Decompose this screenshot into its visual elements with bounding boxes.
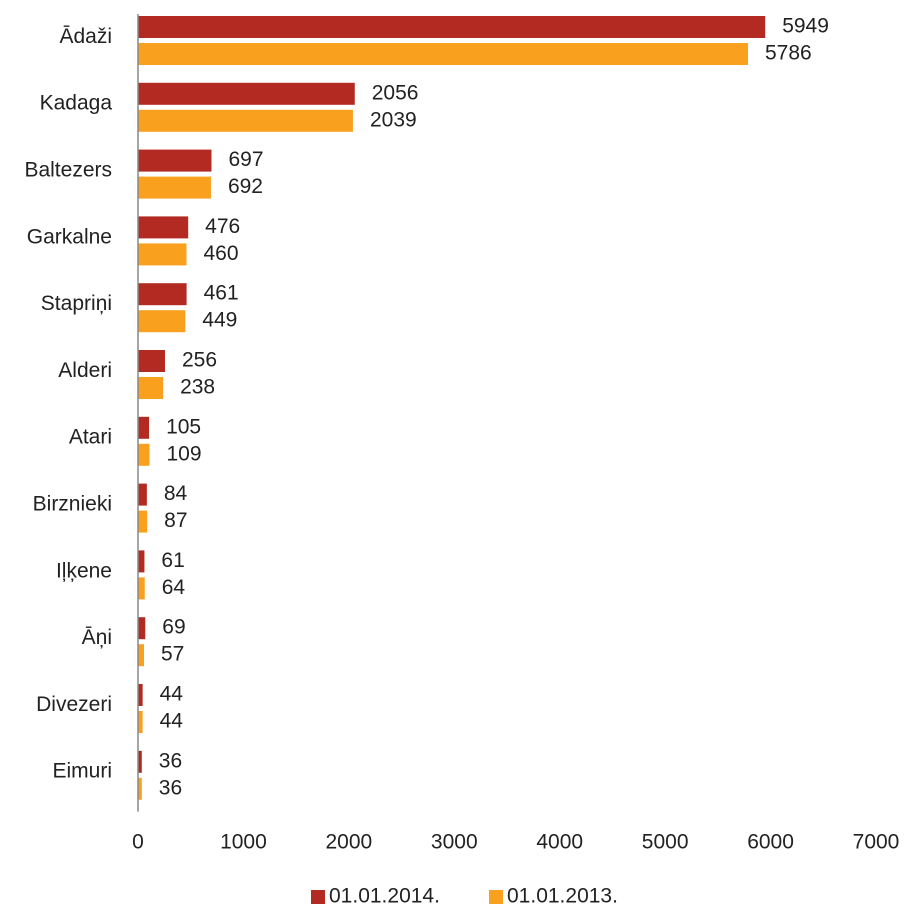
data-label: 2056 bbox=[372, 81, 419, 104]
x-tick-label: 6000 bbox=[747, 831, 794, 854]
category-label: Āņi bbox=[82, 626, 112, 649]
data-label: 238 bbox=[180, 376, 215, 399]
bar-series-2 bbox=[138, 443, 150, 466]
legend-item: 01.01.2014. bbox=[311, 885, 440, 908]
data-label: 36 bbox=[159, 749, 182, 772]
data-label: 476 bbox=[205, 215, 240, 238]
data-label: 61 bbox=[161, 549, 184, 572]
data-label: 64 bbox=[162, 576, 186, 599]
bar-series-1 bbox=[138, 483, 147, 506]
data-label: 449 bbox=[202, 309, 237, 332]
bar-series-1 bbox=[138, 350, 165, 372]
legend-swatch bbox=[489, 890, 503, 904]
bar-series-1 bbox=[138, 283, 187, 306]
bar-series-2 bbox=[138, 644, 145, 667]
category-label: Divezeri bbox=[36, 693, 112, 716]
category-label: Eimuri bbox=[52, 760, 112, 783]
legend-label: 01.01.2014. bbox=[329, 885, 440, 908]
data-label: 461 bbox=[204, 282, 239, 305]
data-label: 697 bbox=[228, 148, 263, 171]
legend-label: 01.01.2013. bbox=[507, 885, 618, 908]
bar-series-1 bbox=[138, 216, 189, 239]
bar-series-1 bbox=[138, 684, 143, 706]
bar-series-1 bbox=[138, 416, 150, 439]
category-label: Kadaga bbox=[40, 92, 113, 115]
bar-series-1 bbox=[138, 149, 212, 172]
data-label: 2039 bbox=[370, 108, 417, 131]
legend: 01.01.2014. 01.01.2013. bbox=[311, 885, 618, 908]
category-labels: Ādaži Kadaga Baltezers Garkalne Stapriņi Alde… bbox=[24, 25, 112, 783]
data-label: 692 bbox=[228, 175, 263, 198]
data-label: 109 bbox=[166, 442, 201, 465]
x-tick-label: 2000 bbox=[325, 831, 372, 854]
category-label: Iļķene bbox=[56, 559, 112, 582]
bar-series-1 bbox=[138, 82, 355, 105]
bar-series-2 bbox=[138, 377, 164, 399]
bar-series-2 bbox=[138, 243, 187, 266]
data-label: 5786 bbox=[765, 42, 812, 65]
bar-series-2 bbox=[138, 310, 186, 333]
category-label: Birznieki bbox=[33, 493, 112, 516]
data-label: 256 bbox=[182, 349, 217, 372]
data-label: 5949 bbox=[782, 15, 829, 38]
data-label: 36 bbox=[159, 776, 182, 799]
bar-series-2 bbox=[138, 777, 142, 800]
bar-series-2 bbox=[138, 510, 148, 533]
x-tick-label: 3000 bbox=[431, 831, 478, 854]
bar-series-2 bbox=[138, 176, 211, 199]
bar-series-2 bbox=[138, 109, 353, 132]
category-label: Garkalne bbox=[27, 225, 112, 248]
data-label: 44 bbox=[160, 683, 184, 706]
category-label: Ādaži bbox=[59, 25, 112, 48]
bar-series-2 bbox=[138, 43, 749, 65]
x-tick-label: 1000 bbox=[220, 831, 267, 854]
value-labels: 5949 5786 2056 2039 697 692 476 460 461 449 256 238… bbox=[159, 15, 829, 800]
x-tick-label: 5000 bbox=[642, 831, 689, 854]
category-label: Baltezers bbox=[24, 159, 112, 182]
bar-series-2 bbox=[138, 577, 145, 600]
data-label: 87 bbox=[164, 509, 187, 532]
data-label: 44 bbox=[160, 710, 184, 733]
data-label: 57 bbox=[161, 643, 184, 666]
x-tick-label: 0 bbox=[132, 831, 144, 854]
category-label: Alderi bbox=[58, 359, 112, 382]
bar-series-1 bbox=[138, 16, 766, 38]
x-tick-label: 7000 bbox=[853, 831, 900, 854]
data-label: 84 bbox=[164, 482, 188, 505]
bar-series-1 bbox=[138, 750, 142, 773]
x-tick-label: 4000 bbox=[536, 831, 583, 854]
bars-group bbox=[138, 16, 766, 800]
bar-series-1 bbox=[138, 550, 145, 573]
bar-series-2 bbox=[138, 711, 143, 733]
legend-swatch bbox=[311, 890, 325, 904]
data-label: 460 bbox=[203, 242, 238, 265]
category-label: Atari bbox=[69, 426, 112, 449]
x-axis-tick-labels: 0 1000 2000 3000 4000 5000 6000 7000 bbox=[132, 831, 899, 854]
category-label: Stapriņi bbox=[41, 292, 112, 315]
data-label: 69 bbox=[162, 616, 185, 639]
data-label: 105 bbox=[166, 415, 201, 438]
legend-item: 01.01.2013. bbox=[489, 885, 618, 908]
bar-series-1 bbox=[138, 617, 146, 640]
